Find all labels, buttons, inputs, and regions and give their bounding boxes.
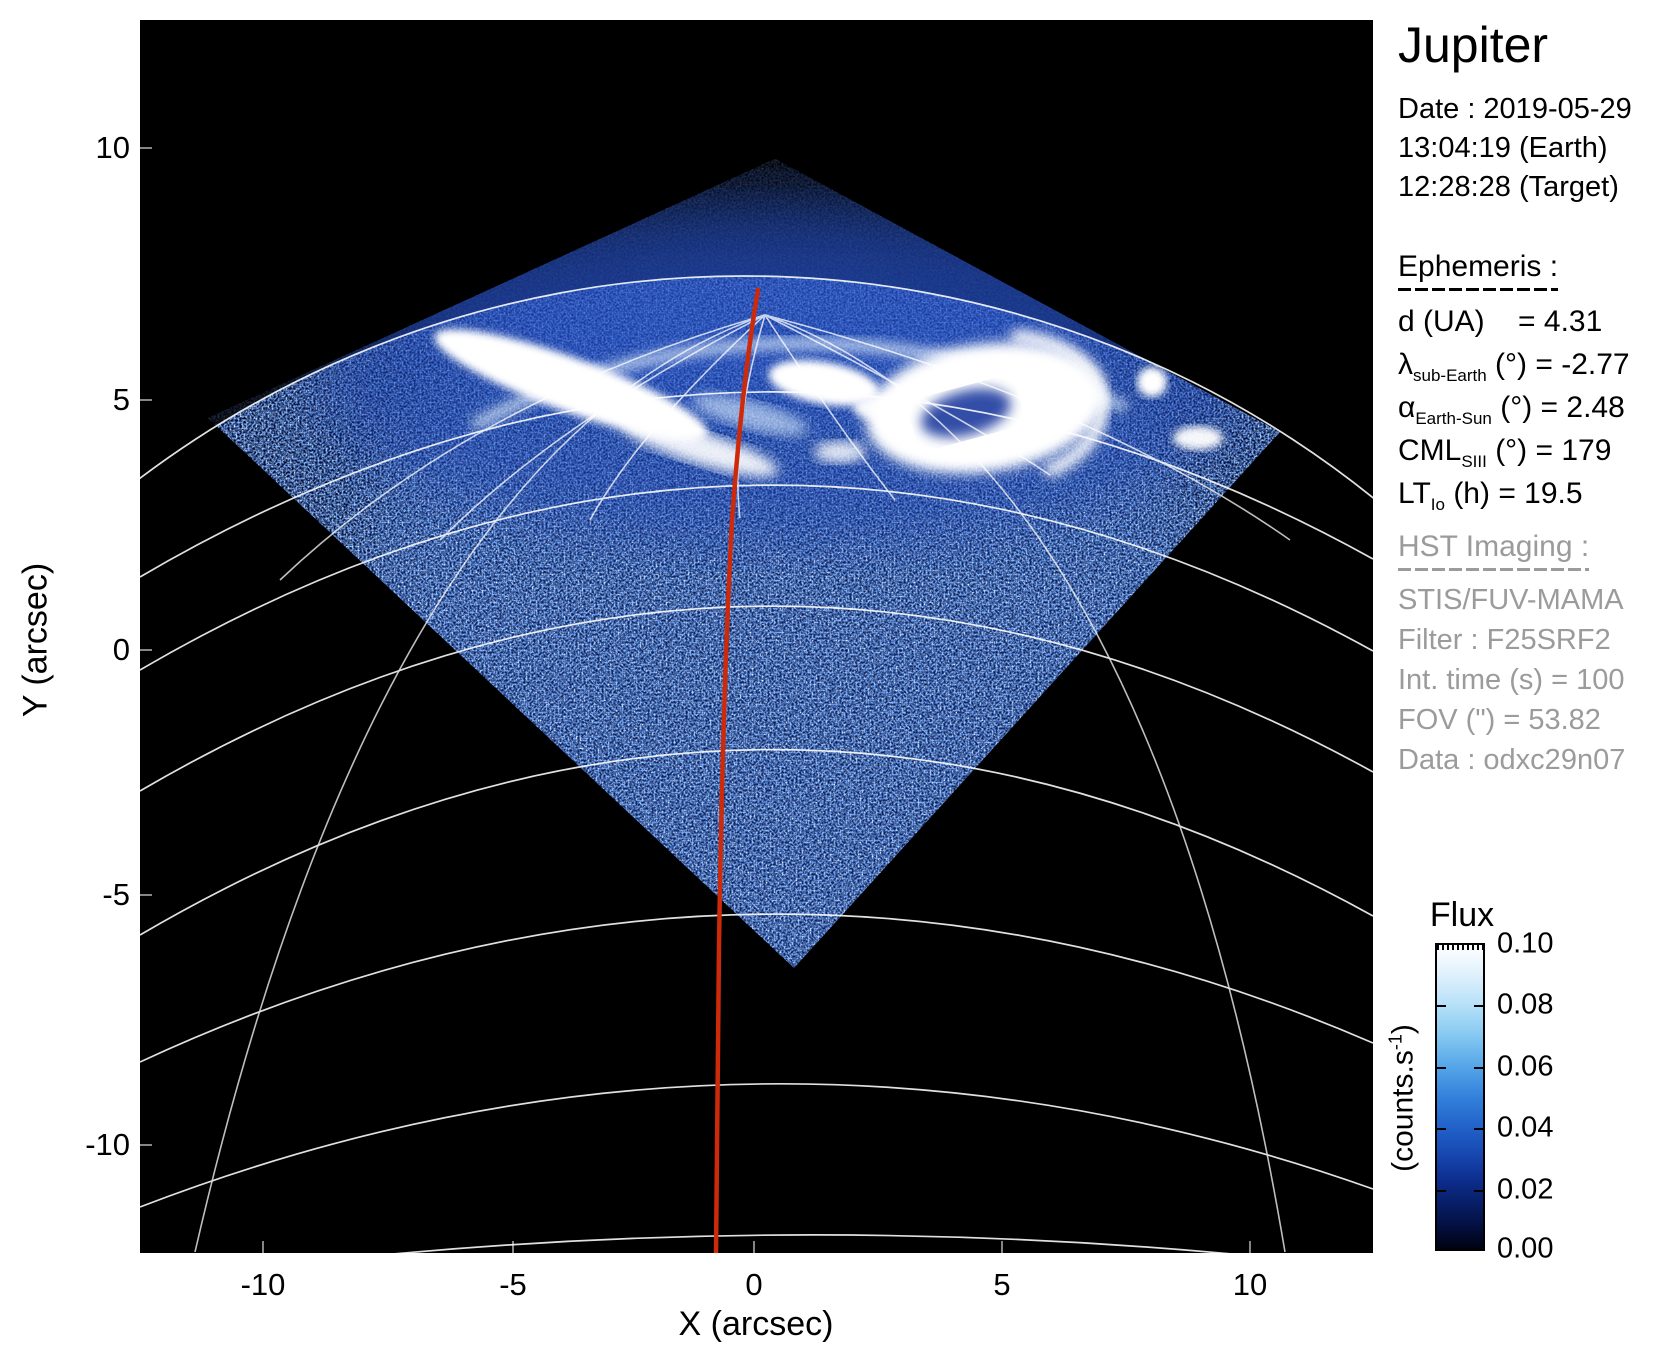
- x-tick-label: 5: [993, 1267, 1011, 1302]
- flux-colorbar: [1435, 943, 1485, 1251]
- colorbar-tick-label: 0.10: [1497, 927, 1554, 960]
- aurora-streak-tail: [621, 419, 779, 477]
- ephemeris-row-lt: LTIo (h) = 19.5: [1398, 476, 1583, 514]
- page-title: Jupiter: [1398, 17, 1549, 73]
- planet-limb-arc: [140, 275, 1373, 500]
- colorbar-unit-label: (counts.s-1): [1385, 1024, 1420, 1172]
- aurora-lower-blob: [814, 441, 866, 463]
- ephemeris-row-lambda: λsub-Earth (°) = -2.77: [1398, 347, 1630, 385]
- y-tick-label: -5: [102, 877, 130, 912]
- colorbar-tick-label: 0.04: [1497, 1111, 1554, 1144]
- sky-plane-image-plot: [140, 20, 1373, 1253]
- y-tick-label: 5: [112, 382, 130, 417]
- axis-inner-ticks: [140, 147, 1251, 1253]
- latitude-arc-5: [140, 913, 1373, 1063]
- planet-grid: [140, 275, 1373, 1253]
- aurora-image-canvas: [140, 20, 1373, 1253]
- hst-instrument: STIS/FUV-MAMA: [1398, 583, 1624, 616]
- colorbar-tick-label: 0.02: [1497, 1173, 1554, 1206]
- latitude-arc-6: [140, 1083, 1373, 1208]
- meridian-fan: [194, 314, 1291, 1253]
- observation-time-earth: 13:04:19 (Earth): [1398, 132, 1608, 164]
- latitude-arc-2: [140, 484, 1373, 671]
- latitude-arc-4: [140, 748, 1373, 936]
- colorbar-tick-label: 0.08: [1497, 988, 1554, 1021]
- aurora-spot-a: [1137, 367, 1167, 397]
- latitude-arc-3: [140, 605, 1373, 792]
- aurora-swirl-arm: [1011, 329, 1109, 479]
- hst-data-id: Data : odxc29n07: [1398, 743, 1626, 776]
- aurora-spot-b: [1173, 426, 1223, 450]
- x-tick-label: 10: [1232, 1267, 1268, 1302]
- colorbar-minor-ticks: [1437, 945, 1483, 950]
- observation-info: Date : 2019-05-29 13:04:19 (Earth) 12:28…: [1398, 90, 1632, 207]
- ephemeris-section: Ephemeris : d (UA) = 4.31 λsub-Earth (°)…: [1398, 250, 1630, 515]
- hst-fov: FOV (") = 53.82: [1398, 703, 1601, 736]
- x-tick-label: 0: [745, 1267, 763, 1302]
- observation-date: Date : 2019-05-29: [1398, 93, 1632, 125]
- latitude-arc-7: [394, 1234, 1231, 1253]
- ephemeris-row-alpha: αEarth-Sun (°) = 2.48: [1398, 390, 1625, 428]
- ephemeris-row-distance: d (UA) = 4.31: [1398, 304, 1603, 338]
- x-tick-label: -5: [499, 1267, 527, 1302]
- hst-imaging-section: HST Imaging : STIS/FUV-MAMA Filter : F25…: [1398, 530, 1625, 780]
- ephemeris-heading: Ephemeris :: [1398, 250, 1558, 291]
- central-meridian-red-line: [713, 287, 761, 1253]
- x-axis-label: X (arcsec): [678, 1305, 834, 1343]
- y-tick-label: 10: [95, 130, 130, 165]
- aurora-left-streak: [434, 329, 708, 441]
- aurora-faint-bridge: [691, 394, 809, 436]
- latitude-arc-1: [140, 391, 1373, 578]
- colorbar-tick-label: 0.00: [1497, 1232, 1554, 1265]
- y-tick-label: -10: [85, 1127, 130, 1162]
- hst-filter: Filter : F25SRF2: [1398, 623, 1611, 656]
- colorbar-title: Flux: [1429, 896, 1495, 934]
- x-tick-label: -10: [240, 1267, 286, 1302]
- hst-imaging-heading: HST Imaging :: [1398, 530, 1589, 571]
- colorbar-tick-label: 0.06: [1497, 1050, 1554, 1083]
- hst-int-time: Int. time (s) = 100: [1398, 663, 1625, 696]
- y-axis-label: Y (arcsec): [16, 562, 55, 718]
- ephemeris-row-cml: CMLSIII (°) = 179: [1398, 433, 1612, 471]
- observation-time-target: 12:28:28 (Target): [1398, 171, 1619, 203]
- y-tick-label: 0: [112, 632, 130, 667]
